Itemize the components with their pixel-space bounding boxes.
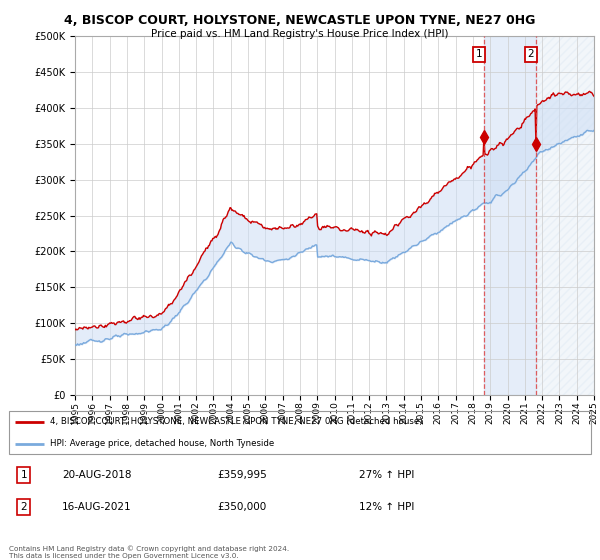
Text: Price paid vs. HM Land Registry's House Price Index (HPI): Price paid vs. HM Land Registry's House … bbox=[151, 29, 449, 39]
Bar bbox=[484, 36, 536, 395]
Bar bbox=[536, 36, 594, 395]
Text: 2: 2 bbox=[20, 502, 27, 512]
Text: 4, BISCOP COURT, HOLYSTONE, NEWCASTLE UPON TYNE, NE27 0HG: 4, BISCOP COURT, HOLYSTONE, NEWCASTLE UP… bbox=[64, 14, 536, 27]
Text: Contains HM Land Registry data © Crown copyright and database right 2024.
This d: Contains HM Land Registry data © Crown c… bbox=[9, 545, 289, 559]
Text: £350,000: £350,000 bbox=[218, 502, 267, 512]
Text: HPI: Average price, detached house, North Tyneside: HPI: Average price, detached house, Nort… bbox=[50, 439, 274, 448]
Text: 16-AUG-2021: 16-AUG-2021 bbox=[62, 502, 131, 512]
Text: 1: 1 bbox=[475, 49, 482, 59]
Text: 12% ↑ HPI: 12% ↑ HPI bbox=[359, 502, 414, 512]
Text: 27% ↑ HPI: 27% ↑ HPI bbox=[359, 470, 414, 480]
Text: £359,995: £359,995 bbox=[218, 470, 268, 480]
Text: 20-AUG-2018: 20-AUG-2018 bbox=[62, 470, 131, 480]
Text: 4, BISCOP COURT, HOLYSTONE, NEWCASTLE UPON TYNE, NE27 0HG (detached house): 4, BISCOP COURT, HOLYSTONE, NEWCASTLE UP… bbox=[50, 417, 422, 426]
Text: 2: 2 bbox=[527, 49, 534, 59]
Text: 1: 1 bbox=[20, 470, 27, 480]
